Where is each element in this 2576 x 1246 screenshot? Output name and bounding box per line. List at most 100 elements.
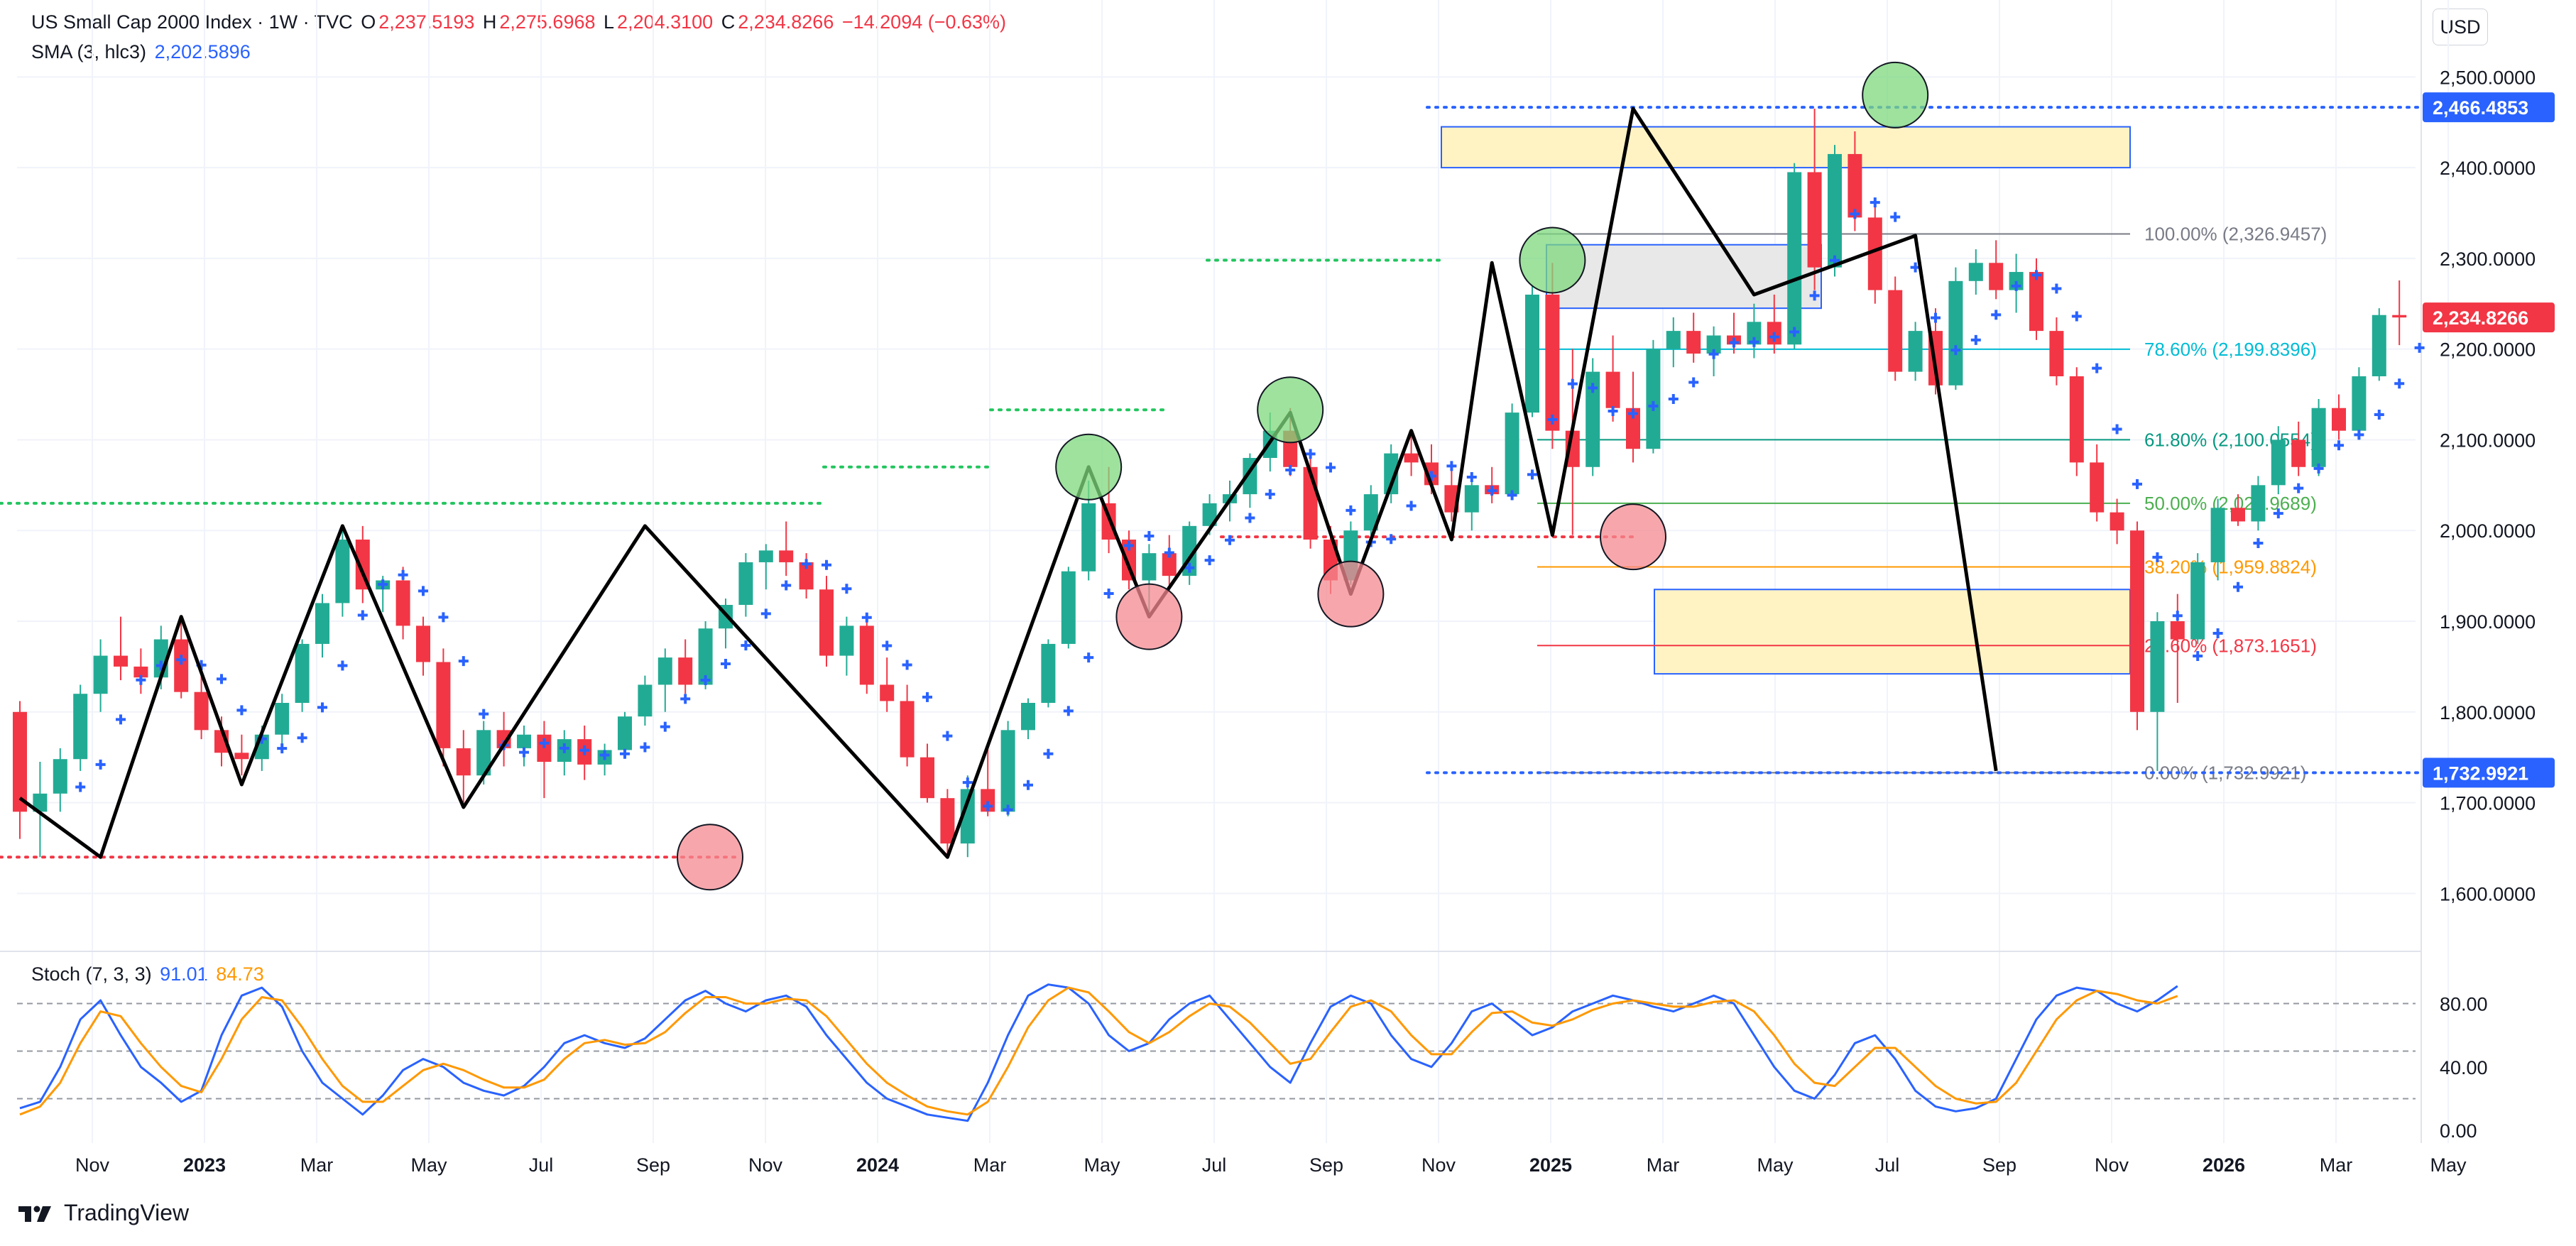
candle-down: [2110, 512, 2124, 531]
sma-legend[interactable]: SMA (3, hlc3) 2,202.5896: [31, 41, 253, 63]
sma-value: 2,202.5896: [154, 41, 251, 62]
candle-up: [2311, 408, 2326, 467]
sma-marker: [680, 694, 691, 704]
candle-down: [1867, 217, 1882, 290]
candle-up: [1021, 703, 1035, 731]
x-axis-tick-label: 2026: [2203, 1154, 2245, 1176]
y-axis-tick-label: 2,400.0000: [2440, 158, 2536, 179]
candle-up: [738, 562, 753, 605]
tradingview-logo[interactable]: TradingView: [17, 1200, 189, 1226]
candle-up: [1000, 730, 1015, 812]
y-axis-tick-label: 2,300.0000: [2440, 248, 2536, 270]
zone-rect: [1654, 589, 2131, 675]
sma-marker: [2132, 479, 2142, 489]
sma-marker: [1729, 337, 1739, 348]
symbol-title[interactable]: US Small Cap 2000 Index · 1W · TVC: [31, 11, 353, 33]
stoch-legend[interactable]: Stoch (7, 3, 3) 91.01 84.73: [31, 963, 267, 985]
sma-marker: [2172, 611, 2183, 621]
candle-down: [2291, 439, 2306, 467]
close-value: 2,234.8266: [738, 11, 834, 33]
sma-marker: [1789, 327, 1800, 337]
sma-marker: [579, 745, 590, 755]
currency-button[interactable]: USD: [2433, 9, 2488, 45]
sma-marker: [418, 586, 428, 596]
candle-up: [1384, 453, 1399, 495]
sma-marker: [841, 584, 852, 594]
sma-marker: [599, 750, 610, 760]
pivot-low-circle: [1317, 560, 1385, 628]
sma-marker: [2374, 409, 2384, 420]
candle-down: [174, 639, 189, 692]
stoch-d-value: 84.73: [216, 963, 264, 985]
sma-marker: [660, 721, 670, 732]
sma-marker: [1305, 449, 1316, 459]
stoch-k-value: 91.01: [160, 963, 208, 985]
candle-up: [315, 603, 329, 644]
candle-up: [1041, 643, 1056, 703]
sma-marker: [1749, 337, 1759, 347]
x-axis-tick-label: Sep: [1309, 1154, 1343, 1176]
candle-down: [799, 562, 814, 590]
sma-marker: [297, 733, 307, 743]
sma-marker: [2273, 508, 2283, 519]
sma-marker: [760, 608, 771, 619]
level-price-tag-bg: [2423, 758, 2555, 788]
candle-up: [638, 684, 653, 717]
sma-marker: [1144, 531, 1155, 542]
candle-down: [2069, 376, 2084, 463]
candle-up: [1908, 331, 1923, 372]
change-value: −14.2094 (−0.63%): [841, 11, 1007, 33]
sma-marker: [2051, 283, 2062, 294]
candle-down: [416, 625, 430, 662]
candle-down: [1686, 331, 1701, 354]
sma-marker: [1809, 290, 1820, 301]
candle-down: [456, 748, 471, 776]
candle-up: [1948, 280, 1963, 386]
stoch-label: Stoch (7, 3, 3): [31, 963, 152, 985]
sma-marker: [1688, 377, 1699, 388]
sma-marker: [2112, 424, 2122, 435]
y-axis-tick-label: 1,700.0000: [2440, 793, 2536, 814]
candle-up: [2271, 439, 2286, 486]
x-axis-tick-label: May: [2430, 1154, 2467, 1176]
sma-marker: [1084, 652, 1094, 663]
candle-up: [2210, 508, 2225, 562]
zone-rect: [1546, 244, 1822, 310]
sma-marker: [741, 640, 751, 651]
y-axis-tick-label: 1,800.0000: [2440, 702, 2536, 723]
candle-up: [2190, 562, 2205, 640]
candle-up: [1142, 553, 1157, 581]
sma-marker: [217, 674, 227, 684]
fib-level-label: 23.60% (1,873.1651): [2144, 635, 2317, 656]
candle-down: [1888, 290, 1903, 372]
candle-down: [678, 657, 693, 685]
y-axis-tick-label: 2,200.0000: [2440, 339, 2536, 361]
stoch-k-line: [19, 983, 2178, 1122]
candle-down: [920, 757, 934, 799]
sma-marker: [1124, 540, 1134, 551]
tradingview-logo-icon: [18, 1206, 51, 1222]
x-axis-tick-label: May: [410, 1154, 447, 1176]
candle-up: [1061, 571, 1076, 644]
candle-down: [900, 701, 915, 758]
candle-up: [1505, 412, 1519, 495]
sma-marker: [1346, 505, 1356, 515]
sma-marker: [2011, 280, 2021, 291]
x-axis-tick-label: Jul: [1202, 1154, 1227, 1176]
candle-up: [1666, 331, 1681, 349]
x-axis-tick-label: Sep: [1982, 1154, 2016, 1176]
x-axis-tick-label: Jul: [1875, 1154, 1900, 1176]
sma-marker: [1164, 547, 1174, 558]
x-axis-tick-label: Nov: [75, 1154, 110, 1176]
sma-marker: [136, 674, 146, 685]
sma-marker: [1870, 197, 1880, 208]
sma-marker: [1386, 534, 1397, 545]
candle-up: [698, 628, 713, 685]
pivot-low-circle: [1600, 503, 1666, 571]
x-axis-tick-label: Mar: [973, 1154, 1007, 1176]
sma-marker: [378, 579, 388, 590]
candle-up: [1828, 153, 1842, 268]
sma-marker: [1991, 310, 2002, 320]
candle-up: [73, 694, 88, 760]
